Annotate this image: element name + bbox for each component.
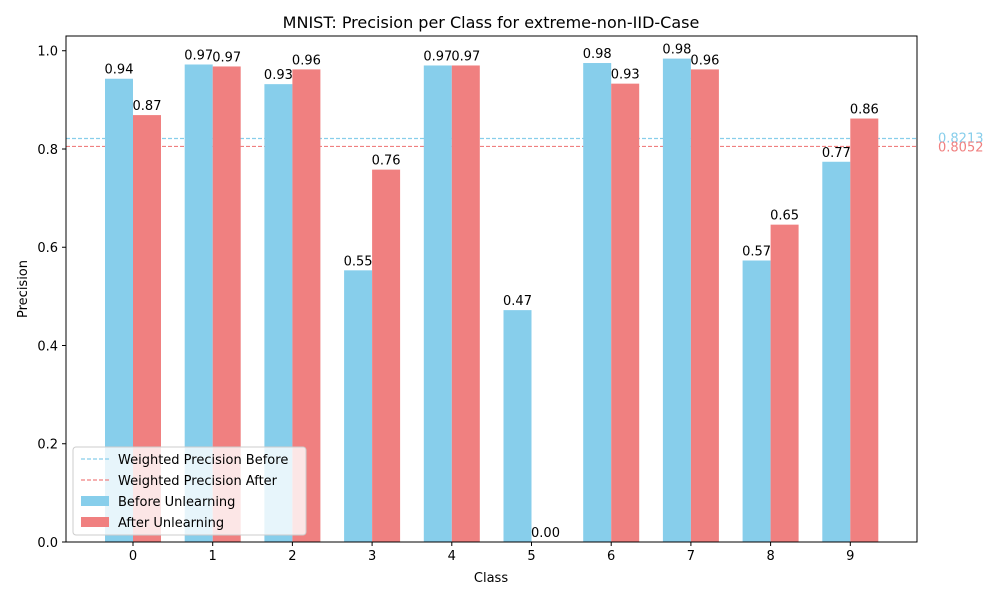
legend-label-0: Weighted Precision Before — [118, 453, 288, 468]
axes-frame — [65, 35, 918, 543]
legend-label-2: Before Unlearning — [118, 495, 235, 510]
y-tick-label-1: 0.2 — [37, 438, 58, 453]
bar-label-after-class-3: 0.76 — [372, 154, 401, 169]
x-tick-label-8: 8 — [766, 549, 774, 564]
x-tick-label-0: 0 — [129, 549, 137, 564]
legend: Weighted Precision Before Weighted Precis… — [72, 446, 307, 536]
y-tick-label-0: 0.0 — [37, 536, 58, 551]
legend-box — [72, 446, 307, 536]
x-tick-label-7: 7 — [687, 549, 695, 564]
bar-before-class-6 — [583, 63, 612, 543]
y-tick-label-2: 0.4 — [37, 339, 58, 354]
bar-label-before-class-5: 0.47 — [503, 294, 532, 309]
bar-label-before-class-2: 0.93 — [264, 68, 293, 83]
x-tick-label-9: 9 — [846, 549, 854, 564]
x-tick-label-6: 6 — [607, 549, 615, 564]
bar-label-before-class-8: 0.57 — [742, 245, 771, 260]
legend-patch-swatch-2 — [81, 496, 109, 506]
x-tick-label-1: 1 — [209, 549, 217, 564]
bar-label-after-class-2: 0.96 — [292, 53, 321, 68]
bar-before-class-5 — [503, 310, 532, 542]
bar-after-class-9 — [850, 118, 879, 542]
bar-label-before-class-6: 0.98 — [583, 47, 612, 62]
bar-before-class-3 — [344, 270, 373, 542]
x-tick-label-3: 3 — [368, 549, 376, 564]
x-tick-label-4: 4 — [448, 549, 456, 564]
bar-label-before-class-1: 0.97 — [184, 48, 213, 63]
bar-before-class-9 — [822, 161, 851, 542]
reference-line-label-0: 0.8213 — [938, 132, 984, 147]
legend-label-1: Weighted Precision After — [118, 474, 278, 489]
x-axis-title: Class — [474, 571, 508, 586]
bar-label-after-class-6: 0.93 — [611, 68, 640, 83]
y-tick-label-3: 0.6 — [37, 241, 58, 256]
bar-before-class-7 — [662, 58, 691, 543]
bar-after-class-8 — [770, 224, 799, 542]
bar-label-after-class-4: 0.97 — [451, 49, 480, 64]
bar-after-class-4 — [451, 65, 480, 542]
reference-line-label-1: 0.8052 — [938, 140, 984, 155]
y-tick-label-5: 1.0 — [37, 45, 58, 60]
bar-label-before-class-9: 0.77 — [822, 146, 851, 161]
bar-label-before-class-0: 0.94 — [105, 63, 134, 78]
y-tick-label-4: 0.8 — [37, 143, 58, 158]
bar-before-class-4 — [423, 65, 452, 542]
bar-after-class-3 — [372, 169, 401, 543]
bar-label-after-class-5: 0.00 — [531, 526, 560, 541]
legend-patch-swatch-3 — [81, 517, 109, 527]
bar-before-class-8 — [742, 260, 771, 542]
legend-label-3: After Unlearning — [118, 516, 224, 531]
bar-label-after-class-9: 0.86 — [850, 103, 879, 118]
bar-label-after-class-8: 0.65 — [770, 209, 799, 224]
bar-after-class-7 — [690, 69, 719, 542]
bar-label-after-class-0: 0.87 — [133, 99, 162, 114]
x-tick-label-2: 2 — [288, 549, 296, 564]
bar-label-after-class-1: 0.97 — [212, 50, 241, 65]
bar-label-after-class-7: 0.96 — [690, 53, 719, 68]
bar-label-before-class-3: 0.55 — [344, 254, 373, 269]
bar-label-before-class-7: 0.98 — [662, 43, 691, 58]
x-tick-label-5: 5 — [527, 549, 535, 564]
y-axis-title: Precision — [16, 260, 31, 318]
chart-title: MNIST: Precision per Class for extreme-n… — [283, 13, 700, 32]
bar-label-before-class-4: 0.97 — [423, 49, 452, 64]
bar-after-class-6 — [611, 83, 640, 542]
